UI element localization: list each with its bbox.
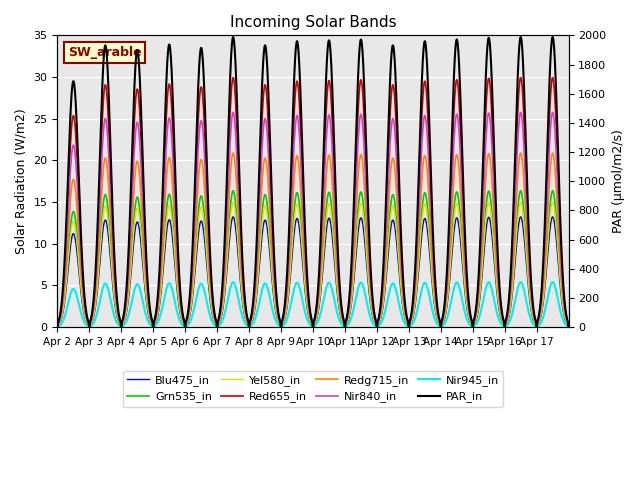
Legend: Blu475_in, Grn535_in, Yel580_in, Red655_in, Redg715_in, Nir840_in, Nir945_in, PA: Blu475_in, Grn535_in, Yel580_in, Red655_…: [123, 371, 503, 407]
Y-axis label: PAR (μmol/m2/s): PAR (μmol/m2/s): [612, 129, 625, 233]
Y-axis label: Solar Radiation (W/m2): Solar Radiation (W/m2): [15, 108, 28, 254]
Text: SW_arable: SW_arable: [68, 46, 141, 59]
Title: Incoming Solar Bands: Incoming Solar Bands: [230, 15, 396, 30]
